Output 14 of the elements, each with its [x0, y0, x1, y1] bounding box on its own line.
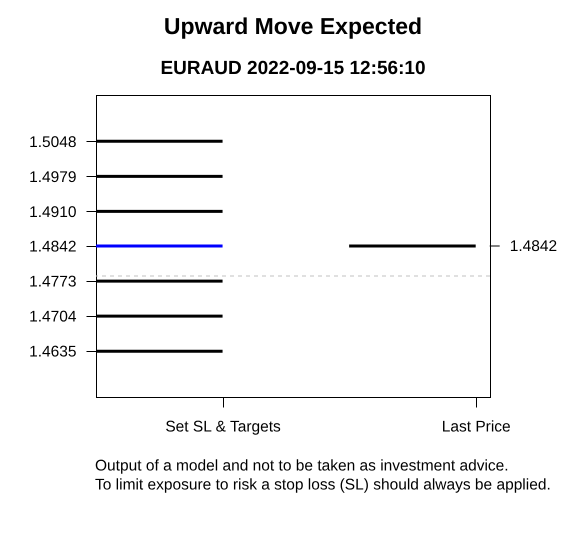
text: Output of a model and not to be taken as investment advice. — [95, 458, 509, 474]
x-tick-label: Set SL & Targets — [165, 418, 282, 436]
y-tick-label: 1.4910 — [29, 204, 77, 221]
y-tick-label: 1.4635 — [29, 344, 76, 361]
y-tick-label: 1.5048 — [29, 134, 76, 151]
y-tick-label: 1.4979 — [29, 168, 76, 186]
y-tick-label: 1.4704 — [29, 308, 77, 326]
x-tick-label: Last Price — [442, 418, 511, 436]
chart-subtitle: EURAUD 2022-09-15 12:56:10 — [160, 58, 426, 79]
annotation: 1.4842 — [510, 238, 558, 255]
y-tick-label: 1.4773 — [29, 274, 76, 291]
text: To limit exposure to risk a stop loss (SL) should always be applied. — [95, 476, 551, 494]
y-tick-label: 1.4842 — [29, 238, 76, 256]
chart-title: Upward Move Expected — [164, 13, 422, 39]
